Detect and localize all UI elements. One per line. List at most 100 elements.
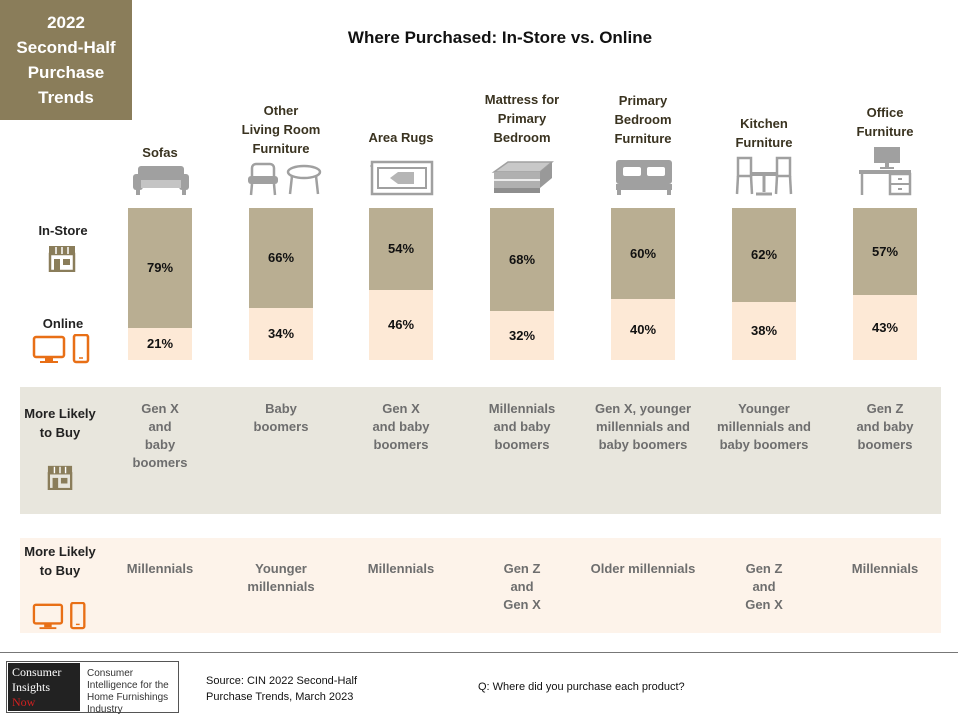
category-label: Kitchen Furniture [709,114,819,152]
in-store-buyer-segment: Millennials and baby boomers [462,400,582,454]
category-label-line: Mattress for [484,92,560,107]
category-label: Sofas [105,143,215,162]
online-buyer-segment-line: Millennials [367,561,435,576]
report-title-box: 2022 Second-Half Purchase Trends [0,0,132,120]
bar-online [128,328,192,360]
in-store-buyer-segment-line: Gen X, younger [594,401,692,416]
category-label-line: Office [866,105,904,120]
in-store-buyer-segment-line: Younger [738,401,790,416]
online-buyer-segment-line: Millennials [126,561,194,576]
bar-online [853,295,917,360]
bar-online [490,311,554,360]
cin-logo: Consumer Insights Now Consumer Intellige… [6,661,179,715]
bar-in-store [369,208,433,290]
in-store-value-label: 79% [146,260,174,275]
in-store-buyer-segment: Gen Z and baby boomers [825,400,945,454]
bar-in-store [611,208,675,299]
in-store-buyer-segment-line: Baby [265,401,297,416]
in-store-buyer-segment-line: and baby [372,419,430,434]
in-store-buyer-segment: Gen X, younger millennials and baby boomer… [583,400,703,454]
in-store-buyer-segment: Baby boomers [221,400,341,436]
bar-in-store [732,208,796,302]
logo-wordmark: Consumer Insights Now [8,663,80,711]
in-store-buyer-segment-line: boomers [373,437,429,452]
logo-line: Insights [12,680,51,694]
bar-in-store [490,208,554,311]
in-store-buyer-segment-line: baby [144,437,176,452]
category-label-line: Other [263,103,299,118]
bed-icon [614,158,674,201]
online-value-label: 43% [871,319,899,335]
in-store-value-label: 54% [387,241,415,256]
in-store-buyer-segment: Younger millennials and baby boomers [704,400,824,454]
online-label: Online [42,316,84,331]
report-title-line: Trends [38,88,94,107]
category-label-line: Furniture [252,141,310,156]
online-buyer-segment: Older millennials [583,560,703,578]
online-buyer-segment: Younger millennials [221,560,341,596]
in-store-buyer-segment-line: baby boomers [719,437,809,452]
category-label-line: Furniture [735,135,793,150]
online-buyer-segment-line: Older millennials [590,561,696,576]
in-store-buyer-segment: Gen X and baby boomers [341,400,461,454]
category-label-line: Furniture [856,124,914,139]
in-store-buyer-segment: Gen X and baby boomers [100,400,220,472]
in-store-more-likely-label: More Likely to Buy [24,406,96,440]
category-label-line: Kitchen [740,116,788,131]
online-buyers-band [20,538,941,633]
online-buyer-segment-line: and [752,579,776,594]
category-label-line: Bedroom [614,112,672,127]
online-more-likely-label: More Likely to Buy [24,544,96,578]
bar-online [369,290,433,360]
in-store-buyer-segment-line: and baby [493,419,551,434]
bar-online [611,299,675,360]
rug-icon [369,160,434,201]
office-desk-icon [858,146,912,201]
category-label: Mattress for Primary Bedroom [467,90,577,147]
in-store-value-label: 66% [267,250,295,265]
sofa-icon [132,164,190,201]
devices-icon [32,601,90,635]
chart-title: Where Purchased: In-Store vs. Online [347,28,653,47]
category-label: Area Rugs [346,128,456,147]
storefront-icon [46,464,74,495]
online-buyer-segment-line: millennials [247,579,315,594]
footer-divider [0,652,958,653]
in-store-label: In-Store [38,223,88,238]
category-label: Other Living Room Furniture [226,101,336,158]
survey-question: Q: Where did you purchase each product? [478,681,685,693]
category-label-line: Sofas [142,145,178,160]
online-buyer-segment-line: Gen X [745,597,783,612]
in-store-buyer-segment-line: Gen X [141,401,179,416]
online-value-label: 46% [387,317,415,332]
in-store-value-label: 57% [871,243,899,259]
storefront-icon [47,244,77,277]
category-label-line: Living Room [241,122,321,137]
logo-tagline: Consumer Intelligence for the Home Furni… [87,668,169,715]
in-store-value-label: 60% [629,245,657,261]
chairs-icon [246,162,322,201]
online-value-label: 38% [750,323,778,338]
bar-in-store [249,208,313,308]
online-buyer-segment-line: and [510,579,534,594]
in-store-buyer-segment-line: millennials and [596,419,690,434]
online-buyer-segment-line: Gen X [503,597,541,612]
logo-line: Consumer [12,665,62,679]
online-value-label: 32% [508,327,536,343]
in-store-buyer-segment-line: Gen X [382,401,420,416]
in-store-buyer-segment-line: boomers [253,419,309,434]
in-store-buyer-segment-line: Millennials [488,401,556,416]
in-store-buyers-band [20,387,941,514]
in-store-value-label: 68% [508,251,536,267]
online-value-label: 21% [146,336,174,351]
bar-in-store [853,208,917,295]
in-store-buyer-segment-line: baby boomers [598,437,688,452]
category-label-line: Area Rugs [368,130,434,145]
online-buyer-segment: Millennials [341,560,461,578]
online-value-label: 34% [267,326,295,341]
in-store-buyer-segment-line: boomers [494,437,550,452]
report-title-line: 2022 [47,13,85,32]
in-store-value-label: 62% [750,247,778,262]
online-buyer-segment-line: Younger [255,561,307,576]
kitchen-table-icon [734,156,794,201]
